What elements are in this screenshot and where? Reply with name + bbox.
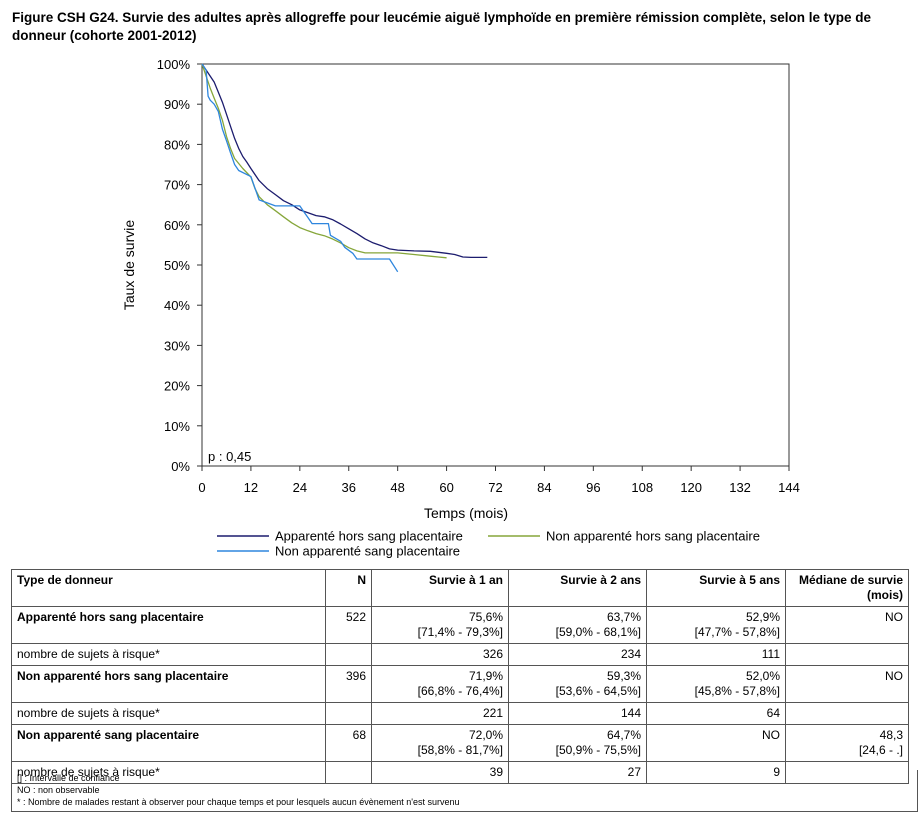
header-donor-type: Type de donneur — [11, 569, 326, 607]
survival-2y-cell: 63,7% [59,0% - 68,1%] — [508, 606, 647, 644]
table-row-group-3: Non apparenté sang placentaire 68 72,0%[… — [11, 724, 909, 762]
header-survival-1y: Survie à 1 an — [371, 569, 509, 607]
risk-5y-cell: 64 — [646, 702, 786, 725]
median-cell: NO — [785, 606, 909, 644]
donor-type-cell: Apparenté hors sang placentaire — [11, 606, 326, 644]
y-tick-label: 80% — [164, 137, 190, 152]
survival-5y-cell: NO — [646, 724, 786, 762]
legend-label-3: Non apparenté sang placentaire — [275, 544, 460, 559]
note-risk: * : Nombre de malades restant à observer… — [17, 797, 460, 807]
x-tick-label: 132 — [729, 480, 751, 495]
survival-1y-cell: 72,0% [58,8% - 81,7%] — [371, 724, 509, 762]
y-tick-label: 10% — [164, 419, 190, 434]
survival-5y-cell: 52,9% [47,7% - 57,8%] — [646, 606, 786, 644]
risk-1y-cell: 326 — [371, 643, 509, 666]
x-tick-label: 12 — [244, 480, 258, 495]
series-line-3 — [201, 63, 399, 273]
y-axis-label: Taux de survie — [121, 220, 137, 310]
empty-cell — [785, 761, 909, 784]
x-tick-label: 24 — [293, 480, 307, 495]
y-tick-label: 20% — [164, 379, 190, 394]
legend-label-1: Apparenté hors sang placentaire — [275, 529, 463, 544]
y-tick-label: 0% — [171, 459, 190, 474]
median-cell: NO — [785, 665, 909, 703]
header-survival-5y: Survie à 5 ans — [646, 569, 786, 607]
table-row-group-2: Non apparenté hors sang placentaire 396 … — [11, 665, 909, 703]
risk-label-cell: nombre de sujets à risque* — [11, 643, 326, 666]
risk-5y-cell: 111 — [646, 643, 786, 666]
p-value-annotation: p : 0,45 — [208, 449, 251, 464]
table-row-risk-1: nombre de sujets à risque* 326 234 111 — [11, 643, 909, 666]
note-no: NO : non observable — [17, 785, 100, 795]
risk-2y-cell: 234 — [508, 643, 647, 666]
x-tick-label: 60 — [439, 480, 453, 495]
risk-2y-cell: 144 — [508, 702, 647, 725]
header-survival-2y: Survie à 2 ans — [508, 569, 647, 607]
legend: Apparenté hors sang placentaire Non appar… — [217, 529, 760, 559]
table-notes: [] : Intervalle de confiance NO : non ob… — [11, 770, 918, 812]
note-ci: [] : Intervalle de confiance — [17, 773, 120, 783]
risk-2y-cell: 27 — [508, 761, 647, 784]
empty-cell — [785, 643, 909, 666]
series-line-1 — [201, 63, 488, 259]
x-tick-label: 108 — [631, 480, 653, 495]
y-tick-label: 90% — [164, 97, 190, 112]
risk-1y-cell: 39 — [371, 761, 509, 784]
empty-cell — [325, 702, 372, 725]
header-median-survival: Médiane de survie (mois) — [785, 569, 909, 607]
risk-1y-cell: 221 — [371, 702, 509, 725]
x-axis-label: Temps (mois) — [424, 505, 508, 521]
y-tick-label: 70% — [164, 178, 190, 193]
x-tick-label: 84 — [537, 480, 551, 495]
header-n: N — [325, 569, 372, 607]
x-tick-label: 120 — [680, 480, 702, 495]
series-line-2 — [201, 63, 447, 259]
survival-table: Type de donneur N Survie à 1 an Survie à… — [11, 569, 909, 784]
table-row-risk-2: nombre de sujets à risque* 221 144 64 — [11, 702, 909, 725]
n-cell: 396 — [325, 665, 372, 703]
survival-5y-cell: 52,0% [45,8% - 57,8%] — [646, 665, 786, 703]
y-tick-label: 40% — [164, 298, 190, 313]
donor-type-cell: Non apparenté sang placentaire — [11, 724, 326, 762]
donor-type-cell: Non apparenté hors sang placentaire — [11, 665, 326, 703]
table-row-group-1: Apparenté hors sang placentaire 522 75,6… — [11, 606, 909, 644]
legend-label-2: Non apparenté hors sang placentaire — [546, 529, 760, 544]
median-cell: 48,3 [24,6 - .] — [785, 724, 909, 762]
figure-title: Figure CSH G24. Survie des adultes après… — [12, 10, 872, 43]
table-row-risk-3: nombre de sujets à risque* 39 27 9 — [11, 761, 909, 784]
survival-chart: 0 12 24 36 48 60 72 84 96 108 120 132 144 0% 10% 20% 30%… — [121, 57, 800, 559]
x-tick-label: 72 — [488, 480, 502, 495]
risk-label-cell: nombre de sujets à risque* — [11, 761, 326, 784]
survival-2y-cell: 59,3% [53,6% - 64,5%] — [508, 665, 647, 703]
x-tick-label: 36 — [342, 480, 356, 495]
x-tick-label: 0 — [198, 480, 205, 495]
risk-5y-cell: 9 — [646, 761, 786, 784]
y-tick-label: 100% — [157, 57, 191, 72]
x-tick-label: 48 — [390, 480, 404, 495]
y-tick-label: 60% — [164, 218, 190, 233]
empty-cell — [325, 643, 372, 666]
y-tick-label: 30% — [164, 338, 190, 353]
x-tick-label: 144 — [778, 480, 800, 495]
survival-2y-cell: 64,7% [50,9% - 75,5%] — [508, 724, 647, 762]
survival-1y-cell: 71,9% [66,8% - 76,4%] — [371, 665, 509, 703]
empty-cell — [785, 702, 909, 725]
risk-label-cell: nombre de sujets à risque* — [11, 702, 326, 725]
table-header-row: Type de donneur N Survie à 1 an Survie à… — [11, 569, 909, 607]
x-tick-label: 96 — [586, 480, 600, 495]
n-cell: 68 — [325, 724, 372, 762]
y-tick-label: 50% — [164, 258, 190, 273]
n-cell: 522 — [325, 606, 372, 644]
survival-1y-cell: 75,6% [71,4% - 79,3%] — [371, 606, 509, 644]
plot-frame — [201, 63, 790, 467]
